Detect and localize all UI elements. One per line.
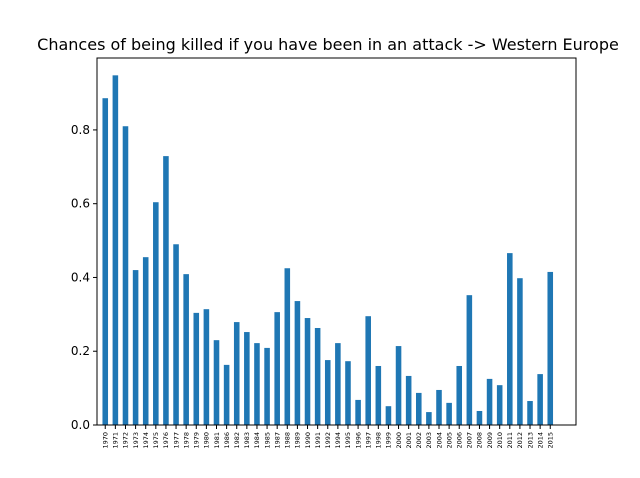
bar — [254, 343, 260, 425]
x-tick-label: 1997 — [364, 432, 372, 449]
x-tick-label: 1989 — [294, 432, 302, 449]
bar — [436, 389, 442, 425]
x-tick-label: 1976 — [162, 432, 170, 449]
x-tick-label: 2008 — [476, 432, 484, 449]
x-tick-label: 1988 — [284, 432, 292, 449]
bar — [456, 365, 463, 425]
bar — [203, 309, 210, 425]
x-tick-label: 2004 — [435, 432, 443, 449]
x-tick-label: 2015 — [547, 432, 555, 449]
y-tick-label: 0.2 — [71, 344, 90, 358]
x-tick-label: 2007 — [466, 432, 474, 449]
x-tick-label: 2000 — [395, 432, 403, 449]
x-tick-label: 1985 — [263, 432, 271, 449]
y-tick-label: 0.0 — [71, 418, 90, 432]
bar — [284, 268, 291, 425]
x-tick-label: 1992 — [324, 432, 332, 449]
bar — [314, 327, 321, 425]
x-tick-label: 1987 — [273, 432, 281, 449]
y-tick-label: 0.4 — [71, 270, 90, 284]
x-tick-label: 2010 — [496, 432, 504, 449]
bar — [547, 271, 554, 425]
bar — [476, 410, 483, 425]
bar — [375, 365, 382, 425]
bar — [233, 322, 240, 425]
x-tick-label: 1971 — [112, 432, 120, 449]
x-tick-label: 2013 — [526, 432, 534, 449]
bar — [405, 375, 412, 425]
bar — [446, 402, 452, 425]
x-tick-label: 2006 — [455, 432, 463, 449]
x-tick-label: 1970 — [102, 432, 110, 449]
x-tick-label: 1986 — [223, 432, 231, 449]
bar — [486, 378, 493, 425]
bar — [142, 257, 149, 425]
x-tick-label: 1978 — [182, 432, 190, 449]
bar — [213, 340, 220, 425]
x-tick-label: 1980 — [203, 432, 211, 449]
y-tick-label: 0.8 — [71, 123, 90, 137]
bar — [122, 126, 129, 426]
bar — [193, 312, 200, 425]
x-tick-label: 2014 — [536, 432, 544, 449]
bar — [112, 75, 119, 425]
x-tick-label: 2011 — [506, 432, 514, 449]
bar — [537, 374, 543, 425]
bar — [385, 406, 392, 425]
x-tick-label: 1994 — [334, 432, 342, 449]
x-tick-label: 1977 — [172, 432, 180, 449]
bar — [335, 343, 341, 425]
x-tick-label: 2002 — [415, 432, 423, 449]
bar — [223, 364, 230, 425]
x-tick-label: 1973 — [132, 432, 140, 449]
bar — [365, 316, 371, 425]
x-tick-label: 1982 — [233, 432, 241, 449]
x-tick-label: 2012 — [516, 432, 524, 449]
x-tick-label: 1998 — [375, 432, 383, 449]
x-tick-label: 2003 — [425, 432, 433, 449]
x-tick-label: 2005 — [445, 432, 453, 449]
x-tick-label: 2001 — [405, 432, 413, 449]
bar — [345, 361, 351, 425]
chart-title: Chances of being killed if you have been… — [37, 35, 619, 54]
x-tick-label: 1975 — [152, 432, 160, 449]
x-tick-label: 1981 — [213, 432, 221, 449]
x-tick-label: 1984 — [253, 432, 261, 449]
bar — [173, 244, 179, 425]
x-tick-label: 1974 — [142, 432, 150, 449]
bar — [274, 312, 280, 425]
x-tick-label: 1991 — [314, 432, 322, 449]
bar — [244, 332, 250, 425]
bar — [355, 399, 361, 425]
x-tick-label: 1979 — [193, 432, 201, 449]
x-tick-label: 1972 — [122, 432, 130, 449]
bar — [426, 412, 432, 425]
bar — [507, 253, 513, 425]
x-tick-label: 1990 — [304, 432, 312, 449]
x-tick-label: 1996 — [354, 432, 362, 449]
bar — [304, 318, 311, 425]
plot-frame — [96, 57, 577, 426]
bar — [264, 347, 270, 425]
bar — [132, 270, 139, 425]
bar — [496, 385, 503, 425]
bar — [294, 301, 301, 425]
bar — [395, 346, 402, 425]
bar — [527, 401, 533, 425]
x-tick-label: 2009 — [486, 432, 494, 449]
bar — [102, 98, 109, 426]
x-tick-label: 1999 — [385, 432, 393, 449]
x-tick-label: 1995 — [344, 432, 352, 449]
bar — [324, 360, 331, 425]
x-tick-label: 1983 — [243, 432, 251, 449]
bar — [466, 295, 473, 425]
bar — [183, 274, 189, 425]
bar — [415, 392, 422, 425]
bar — [517, 278, 523, 425]
bar — [153, 202, 159, 425]
bar — [163, 156, 169, 426]
y-tick-label: 0.6 — [71, 197, 90, 211]
